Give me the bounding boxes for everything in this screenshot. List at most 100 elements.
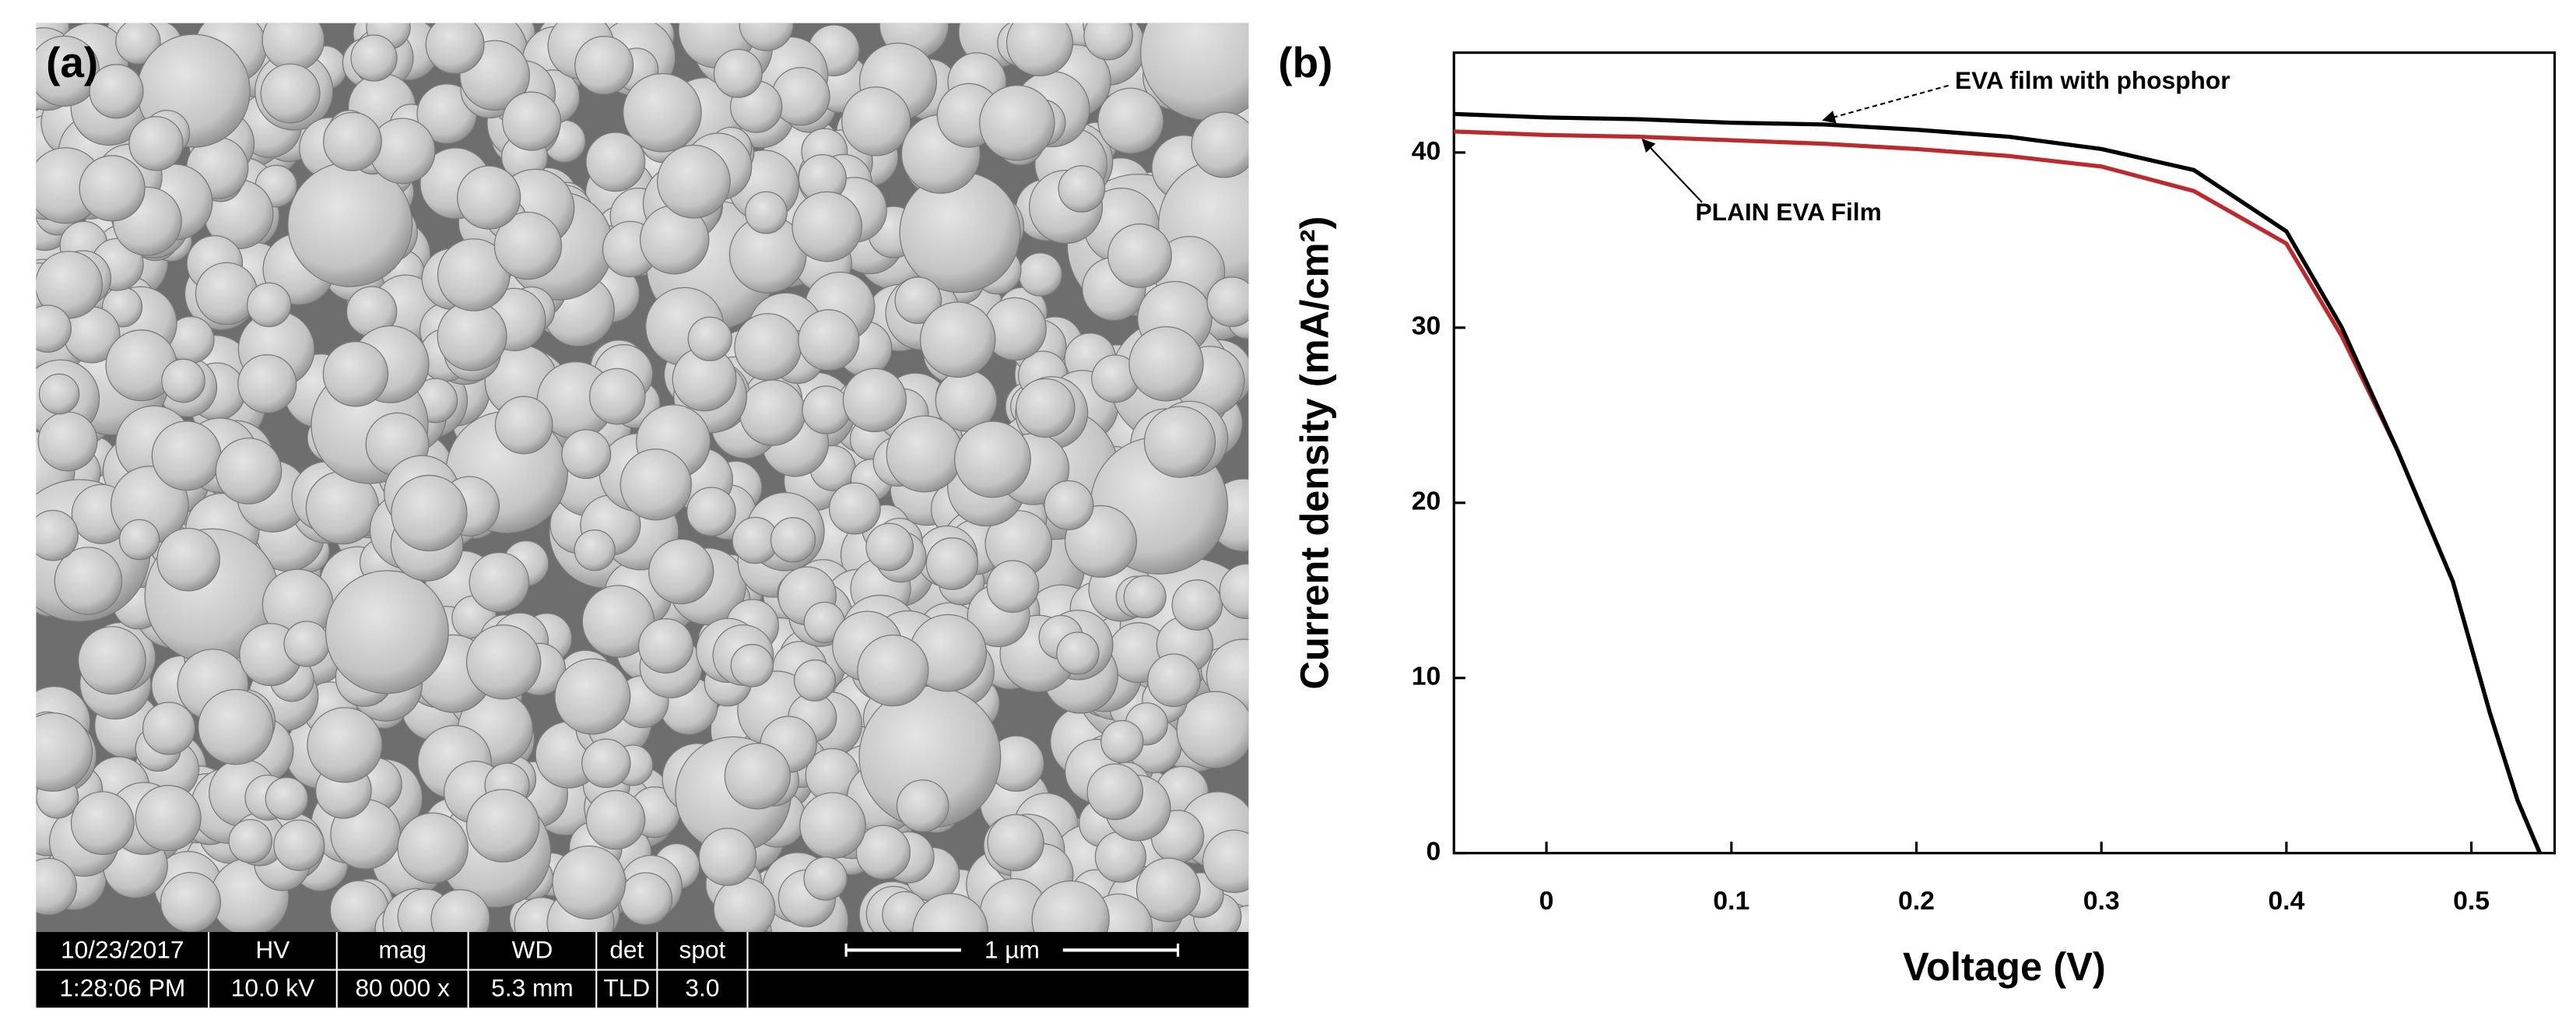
particle <box>979 84 1055 161</box>
particle <box>430 888 490 933</box>
x-tick-label: 0.3 <box>2083 886 2120 916</box>
particle <box>118 519 160 561</box>
particle <box>687 316 732 361</box>
particle <box>1083 23 1133 61</box>
particle <box>1206 276 1249 327</box>
x-tick-label: 0.2 <box>1898 886 1935 916</box>
particle <box>857 635 929 707</box>
particle <box>886 415 963 493</box>
particle <box>791 191 862 262</box>
scale-bar-label: 1 µm <box>984 936 1040 964</box>
particle <box>1147 653 1201 708</box>
particle <box>798 309 860 371</box>
particle <box>160 871 222 933</box>
particle <box>1086 763 1144 821</box>
particle <box>283 621 330 667</box>
particle <box>686 487 736 536</box>
particle <box>469 551 530 613</box>
particle <box>698 828 757 886</box>
particle <box>1123 575 1167 619</box>
particle <box>1191 111 1249 178</box>
particle <box>619 872 673 926</box>
particle <box>925 537 979 590</box>
particle <box>36 712 93 792</box>
particle <box>135 785 202 852</box>
particle <box>1176 691 1249 769</box>
particle <box>793 659 836 702</box>
particle <box>899 171 1021 294</box>
particle <box>142 702 196 755</box>
info-value: 10.0 kV <box>231 973 314 1001</box>
y-tick-label: 30 <box>1412 311 1441 341</box>
particle <box>195 262 258 325</box>
legend-label: EVA film with phosphor <box>1955 66 2230 94</box>
data-line <box>1454 129 2542 854</box>
particle <box>457 165 521 230</box>
chart: 0 10 20 30 40 0 0.1 0.2 0.3 0.4 0.5 Voltage (V) Curr… <box>1292 51 2557 989</box>
particle <box>493 211 563 280</box>
particle <box>54 547 123 615</box>
particle <box>1018 252 1063 297</box>
info-value: 5.3 mm <box>491 973 574 1001</box>
particle <box>70 791 135 856</box>
particle <box>842 368 907 433</box>
particle <box>115 23 161 65</box>
particle <box>437 238 511 311</box>
particle <box>1171 579 1223 631</box>
particle <box>397 812 469 884</box>
particle <box>465 624 542 700</box>
particle <box>79 155 146 222</box>
particle <box>619 448 693 521</box>
particle <box>638 618 694 674</box>
particle <box>38 373 80 415</box>
info-value: 80 000 x <box>355 973 450 1001</box>
particle <box>713 877 776 933</box>
particle <box>1128 326 1204 402</box>
particle <box>322 341 389 407</box>
particle <box>198 688 274 765</box>
particle <box>986 560 1040 614</box>
particle <box>1005 23 1074 76</box>
particle <box>828 482 881 535</box>
particle <box>425 23 485 75</box>
particle <box>739 379 806 446</box>
particle <box>502 91 562 151</box>
particle <box>730 644 774 688</box>
info-bar-content: 10/23/2017 1:28:06 PM HV 10.0 kV mag 80 000 x… <box>36 932 1249 1008</box>
particle <box>803 856 848 901</box>
y-axis-label: Current density (mA/cm²) <box>1292 216 1336 690</box>
particle <box>588 368 646 425</box>
particle <box>802 385 851 434</box>
plot-frame <box>1452 51 2557 855</box>
info-header: spot <box>679 936 726 964</box>
particle <box>552 845 626 920</box>
particle <box>713 48 763 98</box>
x-tick-label: 0.4 <box>2268 886 2304 916</box>
particle <box>561 429 612 480</box>
particle <box>260 63 321 124</box>
particle <box>1107 223 1172 288</box>
particle <box>391 474 468 552</box>
x-tick-label: 0.1 <box>1713 886 1750 916</box>
particle <box>987 814 1044 871</box>
particle <box>896 779 949 832</box>
particle <box>585 132 646 192</box>
particle <box>1143 406 1216 478</box>
particle <box>724 743 791 810</box>
particle <box>841 86 911 157</box>
info-header: det <box>609 936 644 964</box>
particle <box>350 34 398 82</box>
particle <box>771 67 830 126</box>
particle <box>745 191 788 234</box>
y-tick-label: 0 <box>1427 837 1441 867</box>
particle <box>161 358 205 403</box>
particle <box>581 738 631 788</box>
particle <box>237 353 297 414</box>
particle <box>128 116 184 171</box>
particle <box>437 301 507 371</box>
particle <box>894 276 942 325</box>
y-tick-label: 10 <box>1412 662 1441 691</box>
info-value: TLD <box>603 973 650 1001</box>
particle <box>574 35 634 95</box>
